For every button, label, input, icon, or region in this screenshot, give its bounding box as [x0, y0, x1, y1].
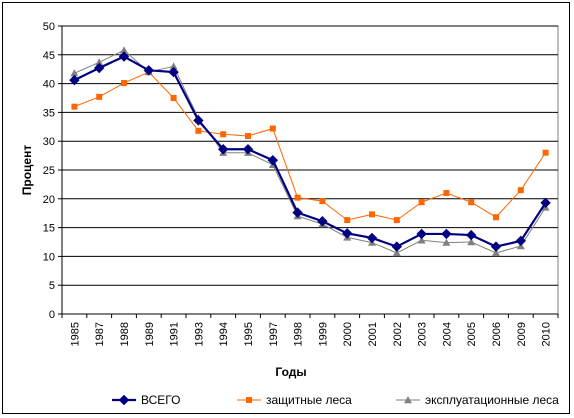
data-point	[468, 199, 475, 206]
legend: ВСЕГО защитные леса эксплуатационные леса	[112, 393, 559, 407]
y-tick-label: 20	[43, 194, 55, 206]
legend-label: защитные леса	[266, 393, 352, 407]
data-point	[443, 190, 450, 197]
data-point	[70, 69, 79, 77]
data-point	[490, 241, 502, 252]
legend-swatch-marker	[404, 396, 412, 404]
legend-label: эксплуатационные леса	[425, 393, 559, 407]
data-point	[417, 236, 426, 244]
data-point	[96, 93, 103, 100]
x-tick-label: 2000	[342, 322, 354, 346]
x-tick-label: 1999	[317, 322, 329, 346]
data-point	[269, 125, 276, 132]
x-tick-label: 1987	[94, 322, 106, 346]
data-point	[121, 80, 127, 87]
data-point	[143, 65, 155, 76]
data-point	[393, 217, 400, 224]
series-1	[69, 51, 551, 252]
data-point	[517, 187, 524, 194]
data-point	[465, 229, 477, 241]
data-point	[170, 95, 177, 101]
x-tick-label: 1993	[193, 322, 205, 346]
x-tick-label: 1991	[169, 322, 181, 346]
y-tick-label: 40	[43, 79, 55, 91]
data-point	[319, 198, 326, 205]
x-tick-label: 2009	[516, 322, 528, 346]
y-tick-label: 45	[43, 50, 55, 62]
x-tick-label: 1989	[144, 322, 156, 346]
x-tick-label: 1998	[293, 322, 305, 346]
legend-label: ВСЕГО	[141, 393, 180, 407]
data-point	[168, 66, 179, 78]
y-tick-label: 30	[43, 136, 55, 148]
data-point	[193, 115, 204, 126]
data-point	[93, 62, 105, 74]
series-lines	[69, 46, 551, 257]
series-2	[71, 69, 549, 224]
y-axis-title: Процент	[20, 145, 34, 196]
y-tick-label: 25	[43, 165, 55, 177]
x-tick-label: 2003	[417, 322, 429, 346]
data-point	[515, 235, 527, 247]
legend-swatch-marker	[246, 397, 252, 403]
data-point	[71, 103, 78, 110]
data-point	[118, 51, 130, 62]
data-point	[95, 58, 104, 66]
data-point	[392, 248, 401, 257]
data-point	[441, 228, 452, 240]
data-point	[542, 149, 549, 156]
data-point	[344, 217, 351, 224]
x-tick-label: 2005	[466, 322, 478, 346]
legend-item: ВСЕГО	[112, 393, 180, 407]
y-tick-label: 15	[43, 223, 55, 235]
data-point	[317, 216, 328, 227]
gridlines	[58, 25, 558, 315]
data-point	[391, 241, 403, 252]
data-point	[220, 131, 227, 138]
data-point	[467, 238, 476, 246]
data-point	[245, 133, 251, 140]
x-axis-title: Годы	[275, 365, 306, 379]
data-point	[366, 232, 378, 244]
data-point	[69, 74, 80, 86]
legend-item: эксплуатационные леса	[396, 393, 559, 407]
y-tick-label: 35	[43, 107, 55, 119]
data-point	[242, 144, 254, 155]
data-point	[540, 197, 551, 209]
x-tick-labels: 1985 1987 1988 1989 1991 1993 1994 1995 1997 1998…	[61, 314, 559, 346]
x-tick-label: 2001	[367, 322, 379, 346]
y-tick-label: 5	[49, 280, 55, 292]
y-tick-labels: 0 5 10 15 20 25 30 35 40 45 50	[43, 21, 55, 321]
data-point	[442, 238, 451, 246]
x-tick-label: 1997	[268, 322, 280, 346]
data-point	[341, 228, 353, 239]
x-tick-label: 2004	[441, 322, 453, 346]
x-tick-label: 2006	[491, 322, 503, 346]
x-tick-label: 2010	[541, 322, 553, 346]
data-point	[267, 155, 279, 166]
data-point	[416, 228, 427, 240]
x-tick-label: 1994	[218, 322, 230, 346]
legend-item: защитные леса	[237, 393, 352, 407]
x-tick-label: 1985	[69, 322, 81, 346]
data-point	[418, 199, 425, 206]
x-tick-label: 1995	[243, 322, 255, 346]
series-line	[74, 71, 547, 221]
data-point	[217, 144, 229, 155]
data-point	[369, 211, 375, 218]
data-point	[294, 194, 301, 201]
y-tick-label: 0	[49, 309, 55, 321]
legend-swatch-marker	[118, 394, 130, 406]
data-point	[195, 127, 202, 134]
y-tick-label: 10	[43, 251, 55, 263]
x-tick-label: 1988	[119, 322, 131, 346]
data-point	[493, 214, 499, 221]
y-tick-label: 50	[43, 21, 55, 33]
data-point	[492, 248, 500, 257]
data-point	[292, 207, 303, 218]
x-tick-label: 2002	[392, 322, 404, 346]
data-point	[120, 46, 128, 54]
data-point	[169, 62, 178, 70]
